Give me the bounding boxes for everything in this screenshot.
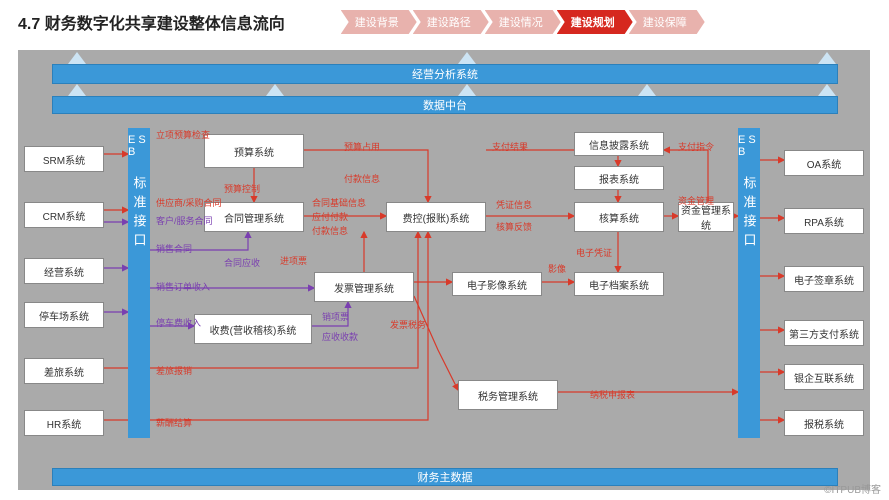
center-sys-efile: 电子档案系统 (574, 272, 664, 296)
edge-label-16: 销项票 (322, 310, 349, 323)
center-sys-acct: 核算系统 (574, 202, 664, 232)
nav-tabs: 建设背景建设路径建设情况建设规划建设保障 (345, 10, 705, 34)
center-sys-budget: 预算系统 (204, 134, 304, 168)
up-arrow-2 (458, 84, 476, 96)
diagram-canvas: 经营分析系统数据中台财务主数据 E S B 标准接口 E S B 标准接口 SRM系统 CR… (18, 50, 870, 490)
left-sys-srm: SRM系统 (24, 146, 104, 172)
left-sys-crm: CRM系统 (24, 202, 104, 228)
edge-label-5: 合同应收 (224, 256, 260, 269)
edge-label-20: 凭证信息 (496, 198, 532, 211)
left-sys-park: 停车场系统 (24, 302, 104, 328)
edge-label-2: 预算控制 (224, 182, 260, 195)
up-arrow-0 (68, 84, 86, 96)
right-sys-rpa: RPA系统 (784, 208, 864, 234)
up-arrow-7 (818, 52, 836, 64)
watermark: ©ITPUB博客 (824, 481, 881, 496)
nav-tab-2[interactable]: 建设情况 (485, 10, 561, 34)
left-sys-hr: HR系统 (24, 410, 104, 436)
edge-label-22: 影像 (548, 262, 566, 275)
center-sys-eimg: 电子影像系统 (452, 272, 542, 296)
center-sys-taxmgt: 税务管理系统 (458, 380, 558, 410)
center-sys-invoice: 发票管理系统 (314, 272, 414, 302)
up-arrow-1 (266, 84, 284, 96)
center-sys-info: 信息披露系统 (574, 132, 664, 156)
nav-tab-0[interactable]: 建设背景 (341, 10, 417, 34)
edge-label-14: 付款信息 (312, 224, 348, 237)
center-sys-report: 报表系统 (574, 166, 664, 190)
right-sys-oa: OA系统 (784, 150, 864, 176)
left-sys-trav: 差旅系统 (24, 358, 104, 384)
edge-label-0: 立项预算检查 (156, 128, 210, 141)
edge-label-12: 合同基础信息 (312, 196, 366, 209)
edge-label-11: 付款信息 (344, 172, 380, 185)
edge-label-23: 电子凭证 (576, 246, 612, 259)
right-sys-bank: 银企互联系统 (784, 364, 864, 390)
esb-subtitle: 标准接口 (740, 176, 759, 252)
center-sys-income: 收费(营收稽核)系统 (194, 314, 312, 344)
esb-title: E S B (128, 134, 150, 158)
right-sys-pay3: 第三方支付系统 (784, 320, 864, 346)
edge-label-25: 资金管理 (678, 194, 714, 207)
up-arrow-4 (818, 84, 836, 96)
esb-title: E S B (738, 134, 760, 158)
edge-label-1: 供应商/采购合同 (156, 196, 222, 209)
edge-label-6: 销售订单收入 (156, 280, 210, 293)
bluebar-bottom: 财务主数据 (52, 468, 838, 486)
page-title: 4.7 财务数字化共享建设整体信息流向 (18, 10, 285, 34)
edge-label-17: 应收收款 (322, 330, 358, 343)
up-arrow-5 (68, 52, 86, 64)
right-sys-tax: 报税系统 (784, 410, 864, 436)
up-arrow-6 (458, 52, 476, 64)
edge-label-4: 销售合同 (156, 242, 192, 255)
edge-label-19: 支付结果 (492, 140, 528, 153)
header: 4.7 财务数字化共享建设整体信息流向 建设背景建设路径建设情况建设规划建设保障 (0, 0, 889, 40)
nav-tab-4[interactable]: 建设保障 (629, 10, 705, 34)
nav-tab-3[interactable]: 建设规划 (557, 10, 633, 34)
esb-right: E S B 标准接口 (738, 128, 760, 438)
edge-label-15: 进项票 (280, 254, 307, 267)
right-sys-esign: 电子签章系统 (784, 266, 864, 292)
edge-label-21: 核算反馈 (496, 220, 532, 233)
edge-label-7: 停车费收入 (156, 316, 201, 329)
edge-label-13: 应付付款 (312, 210, 348, 223)
esb-left: E S B 标准接口 (128, 128, 150, 438)
edge-label-18: 发票税务 (390, 318, 426, 331)
edge-label-10: 预算占用 (344, 140, 380, 153)
edge-label-8: 差旅报销 (156, 364, 192, 377)
edge-label-24: 支付指令 (678, 140, 714, 153)
left-sys-biz: 经营系统 (24, 258, 104, 284)
edge-label-3: 客户/服务合同 (156, 214, 213, 227)
esb-subtitle: 标准接口 (130, 176, 149, 252)
center-sys-exp: 费控(报账)系统 (386, 202, 486, 232)
bluebar-top2: 数据中台 (52, 96, 838, 114)
nav-tab-1[interactable]: 建设路径 (413, 10, 489, 34)
up-arrow-3 (638, 84, 656, 96)
bluebar-top1: 经营分析系统 (52, 64, 838, 84)
edge-label-26: 纳税申报表 (590, 388, 635, 401)
edge-label-9: 薪酬结算 (156, 416, 192, 429)
